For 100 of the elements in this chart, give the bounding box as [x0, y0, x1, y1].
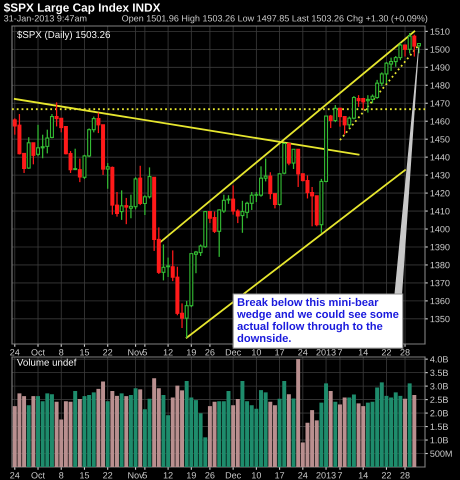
text: Open 1501.96 High 1503.26 Low 1497.85 Last 1503.26 Chg +1.30 (+0.09%) — [122, 14, 428, 24]
x-tick-label: 22 — [103, 349, 112, 356]
candlestick — [73, 148, 78, 171]
x-tick-label: 10 — [252, 472, 262, 478]
bar — [138, 389, 142, 467]
x-tick-label: 5 — [142, 349, 147, 356]
candlestick — [286, 142, 291, 166]
y-tick-label: 1430 — [430, 172, 450, 178]
x-tick-label: 12 — [164, 349, 173, 356]
y-tick-label: 1360 — [430, 298, 450, 304]
candlestick — [403, 44, 408, 58]
y-tick-label: 1420 — [430, 190, 450, 196]
x-tick-label: Nov — [128, 472, 144, 478]
x-tick-label: 28 — [400, 472, 410, 478]
bar — [73, 390, 78, 467]
x-tick-label: Oct — [31, 349, 45, 356]
bar — [292, 398, 296, 467]
y-tick-label: 1.0B — [430, 437, 448, 444]
x-tick-label: 19 — [186, 472, 196, 478]
y-tick-label: 1480 — [430, 82, 450, 89]
candlestick — [54, 102, 59, 128]
bar — [403, 398, 407, 467]
x-tick-label: 2013 — [316, 349, 336, 356]
y-tick-label: 1450 — [430, 136, 450, 143]
bar — [333, 402, 338, 467]
bar — [54, 402, 59, 467]
bar — [328, 390, 333, 467]
bar — [106, 401, 110, 467]
bar — [286, 394, 291, 467]
x-tick-label: 22 — [382, 472, 392, 478]
candlestick — [356, 94, 361, 108]
bar — [356, 403, 361, 467]
bar — [50, 394, 54, 467]
x-tick-label: Nov — [128, 349, 144, 356]
x-tick-label: 17 — [275, 349, 284, 356]
candlestick — [36, 124, 40, 157]
x-tick-label: 15 — [80, 472, 90, 478]
x-tick-label: 24 — [298, 472, 308, 478]
y-tick-label: 1460 — [430, 118, 450, 125]
y-tick-label: 2.5B — [430, 396, 448, 403]
x-tick-label: 8 — [59, 472, 64, 478]
candlestick — [328, 114, 333, 129]
y-tick-label: 1510 — [430, 28, 450, 35]
y-tick-label: 1470 — [430, 100, 450, 107]
chart-subtitle: 31-Jan-2013 9:47am — [4, 15, 86, 22]
bar — [272, 405, 277, 467]
x-tick-label: 22 — [103, 472, 112, 478]
y-tick-label: 1370 — [430, 280, 450, 286]
bar — [31, 396, 36, 467]
candlestick — [416, 42, 421, 54]
y-tick-label: 1350 — [430, 316, 450, 322]
annotation: Break below this mini-bear wedge and we could see some actual follow through to the downside. — [237, 298, 398, 342]
bar — [352, 394, 356, 467]
x-tick-label: 15 — [80, 349, 90, 356]
x-tick-label: 26 — [205, 472, 215, 478]
x-tick-label: 19 — [186, 349, 196, 356]
candlestick — [408, 32, 412, 54]
y-tick-label: 1500 — [430, 46, 450, 53]
annotation: $SPX (Daily) 1503.26 — [17, 30, 110, 40]
x-tick-label: 17 — [275, 472, 284, 478]
x-tick-label: 22 — [382, 349, 392, 356]
candlestick — [124, 197, 128, 225]
x-tick-label: 24 — [10, 472, 20, 478]
x-tick-label: 24 — [298, 349, 308, 356]
x-tick-label: 2013 — [316, 472, 336, 478]
y-tick-label: 2.0B — [430, 410, 448, 416]
x-tick-label: 10 — [252, 349, 262, 356]
x-tick-label: 28 — [400, 349, 410, 356]
x-tick-label: 14 — [358, 472, 368, 478]
x-tick-label: 12 — [164, 472, 173, 478]
bar — [412, 395, 416, 467]
candlestick — [31, 142, 36, 165]
bar — [120, 393, 124, 467]
bar — [408, 383, 412, 467]
annotation: Volume undef — [17, 358, 76, 366]
y-tick-label: 1390 — [430, 244, 450, 250]
x-tick-label: 7 — [338, 472, 342, 478]
x-tick-label: 7 — [338, 349, 342, 356]
candlestick — [120, 190, 124, 220]
y-tick-label: 1380 — [430, 262, 450, 268]
chart-title: $SPX Large Cap Index INDX — [4, 2, 160, 14]
candlestick — [333, 104, 338, 123]
x-tick-label: Dec — [226, 349, 241, 356]
bar — [124, 396, 128, 467]
x-tick-label: 8 — [59, 349, 64, 356]
bar — [398, 396, 402, 467]
x-tick-label: Dec — [226, 472, 241, 478]
y-tick-label: 3.0B — [430, 383, 448, 390]
x-tick-label: 5 — [142, 472, 147, 478]
x-tick-label: 26 — [205, 349, 215, 356]
x-tick-label: 14 — [358, 349, 368, 356]
x-tick-label: 24 — [10, 349, 20, 356]
y-tick-label: 1410 — [430, 208, 450, 214]
y-tick-label: 1490 — [430, 64, 450, 71]
y-tick-label: 1.5B — [430, 424, 448, 430]
y-tick-label: 500M — [430, 450, 452, 457]
candlestick — [78, 158, 82, 183]
x-tick-label: Oct — [31, 472, 45, 478]
candlestick — [292, 148, 296, 170]
bar — [78, 399, 82, 467]
